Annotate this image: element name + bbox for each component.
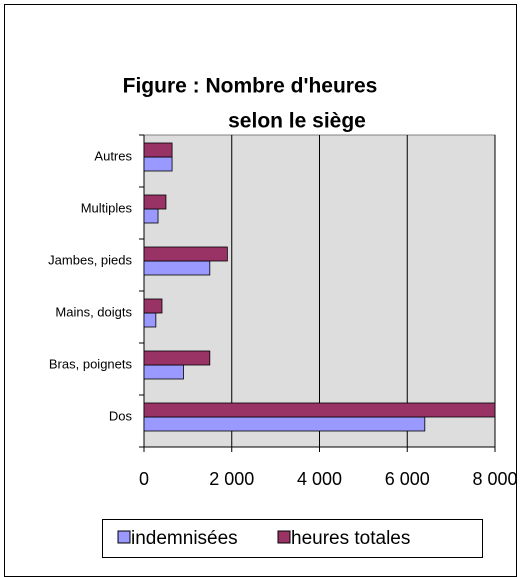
bar: [143, 142, 173, 158]
x-tick-label: 6 000: [385, 469, 430, 489]
y-tick-label: Multiples: [81, 200, 133, 215]
bar: [143, 246, 228, 262]
x-tick-label: 0: [139, 469, 149, 489]
bar: [143, 298, 163, 314]
bar: [143, 208, 159, 224]
y-tick-label: Dos: [109, 408, 133, 423]
x-tick-label: 8 000: [472, 469, 517, 489]
bar: [143, 350, 211, 366]
bar: [143, 312, 157, 328]
y-tick-label: Mains, doigts: [55, 304, 132, 319]
bar: [143, 156, 173, 172]
y-tick-label: Autres: [94, 148, 132, 163]
bar: [143, 260, 211, 276]
legend-swatch: [117, 530, 131, 544]
bar: [143, 416, 426, 432]
legend-label: heures totales: [291, 528, 410, 549]
y-tick-label: Jambes, pieds: [48, 252, 132, 267]
legend-label: indemnisées: [131, 528, 238, 549]
bar: [143, 402, 496, 418]
legend: [102, 519, 483, 558]
bar: [143, 194, 167, 210]
bar: [143, 364, 184, 380]
x-tick-label: 2 000: [209, 469, 254, 489]
chart-title: Figure : Nombre d'heures: [123, 75, 378, 98]
x-tick-label: 4 000: [297, 469, 342, 489]
y-tick-label: Bras, poignets: [49, 356, 133, 371]
legend-swatch: [277, 530, 291, 544]
chart-title: selon le siège: [228, 110, 366, 133]
